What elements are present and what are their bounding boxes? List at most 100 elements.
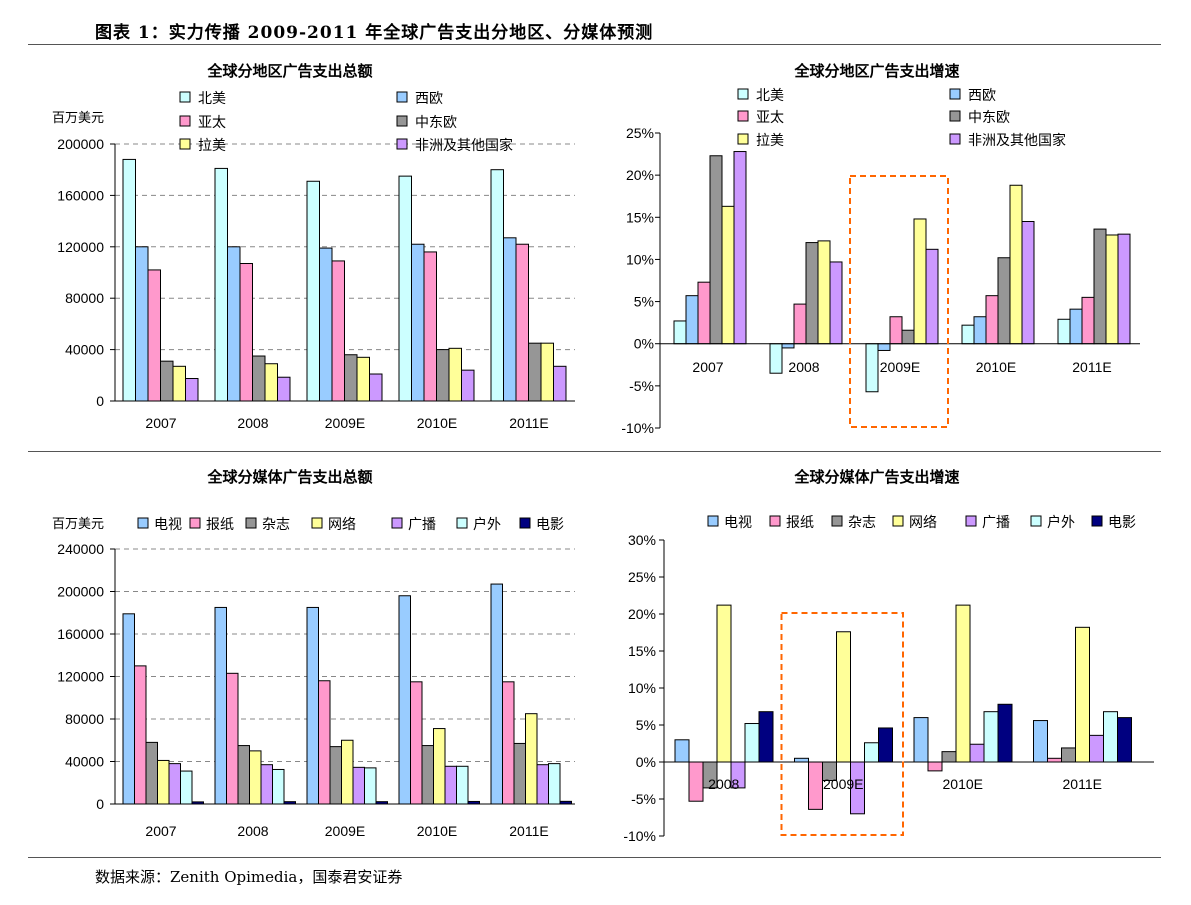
legend-label: 西欧 <box>415 91 443 107</box>
y-tick-label: 120000 <box>57 239 104 255</box>
legend-label: 广播 <box>982 515 1010 531</box>
bar-中东欧-2010E <box>997 257 1011 345</box>
bar-网络-2010E <box>955 604 971 763</box>
bar-亚太-2010E <box>423 251 437 402</box>
bar-北美-2010E <box>961 324 975 345</box>
legend-label: 户外 <box>1047 514 1075 531</box>
legend-swatch <box>179 91 191 103</box>
y-unit-label: 百万美元 <box>52 111 104 126</box>
y-tick-label: 30% <box>628 532 656 548</box>
bar-非洲及其他国家-2011E <box>1117 233 1131 345</box>
bar-网络-2009E <box>341 739 354 805</box>
x-category-label: 2010E <box>943 776 983 792</box>
bar-亚太-2009E <box>331 260 345 402</box>
y-tick-label: 120000 <box>57 669 104 685</box>
y-tick-label: 200000 <box>57 136 104 152</box>
bar-北美-2008 <box>769 343 783 374</box>
bar-北美-2009E <box>306 180 320 402</box>
bar-非洲及其他国家-2007 <box>185 378 199 402</box>
bar-北美-2011E <box>490 169 504 402</box>
bar-网络-2010E <box>433 728 446 805</box>
legend-label: 西欧 <box>968 88 996 104</box>
legend-label: 电影 <box>1108 515 1136 531</box>
legend-label: 北美 <box>198 91 226 107</box>
y-tick-label: 10% <box>626 251 654 267</box>
legend-label: 杂志 <box>262 517 290 533</box>
bar-报纸-2009E <box>318 680 331 805</box>
bar-电视-2007 <box>122 613 135 805</box>
bar-报纸-2010E <box>410 681 423 805</box>
bar-非洲及其他国家-2009E <box>925 248 939 345</box>
bar-网络-2011E <box>1075 626 1090 763</box>
bar-北美-2007 <box>122 158 136 402</box>
bar-电视-2008 <box>214 606 227 805</box>
legend-swatch <box>1030 515 1042 527</box>
y-tick-label: 25% <box>626 125 654 141</box>
highlight-box <box>849 175 949 428</box>
legend-label: 拉美 <box>756 133 784 149</box>
bar-非洲及其他国家-2010E <box>1021 221 1035 345</box>
legend-label: 北美 <box>756 88 784 104</box>
bar-非洲及其他国家-2010E <box>461 369 475 402</box>
middle-rule <box>28 451 1161 452</box>
bar-户外-2007 <box>180 770 193 805</box>
y-tick-label: 20% <box>628 606 656 622</box>
legend-swatch <box>396 91 408 103</box>
bar-亚太-2009E <box>889 316 903 345</box>
bar-中东欧-2008 <box>252 355 266 402</box>
top-rule <box>28 44 1161 45</box>
bar-广播-2007 <box>168 763 181 805</box>
x-category-label: 2010E <box>417 415 457 431</box>
bar-亚太-2007 <box>697 281 711 345</box>
legend-swatch <box>396 138 408 150</box>
bar-非洲及其他国家-2009E <box>369 373 383 402</box>
legend-swatch <box>965 515 977 527</box>
bar-杂志-2010E <box>941 751 957 763</box>
bar-广播-2008 <box>260 764 273 805</box>
bar-户外-2008 <box>744 723 760 763</box>
y-tick-label: 240000 <box>57 541 104 557</box>
bar-报纸-2011E <box>1047 757 1062 763</box>
legend-swatch <box>737 133 749 145</box>
bar-亚太-2007 <box>147 269 161 402</box>
bar-电影-2010E <box>997 703 1013 763</box>
bar-户外-2010E <box>456 765 469 805</box>
legend-swatch <box>179 138 191 150</box>
bar-杂志-2010E <box>421 745 434 805</box>
y-tick-label: 40000 <box>65 754 104 770</box>
x-category-label: 2009E <box>325 823 365 839</box>
bar-西欧-2008 <box>227 246 241 402</box>
bar-电影-2009E <box>878 727 893 763</box>
bar-北美-2009E <box>865 343 879 393</box>
bar-杂志-2007 <box>145 741 158 805</box>
bar-户外-2008 <box>272 768 285 805</box>
bar-网络-2007 <box>157 759 170 805</box>
bar-广播-2010E <box>444 765 457 805</box>
bar-电影-2008 <box>758 711 774 763</box>
y-tick-label: 80000 <box>65 711 104 727</box>
bar-报纸-2007 <box>134 665 147 805</box>
x-category-label: 2007 <box>145 415 176 431</box>
legend-swatch <box>737 88 749 100</box>
y-tick-label: 10% <box>628 680 656 696</box>
figure-title: 图表 1：实力传播 2009-2011 年全球广告支出分地区、分媒体预测 <box>95 23 654 43</box>
bar-中东欧-2010E <box>436 349 450 402</box>
bar-杂志-2009E <box>329 746 342 805</box>
bar-北美-2007 <box>673 320 687 345</box>
bar-电视-2009E <box>794 757 809 763</box>
bar-西欧-2011E <box>1069 308 1083 345</box>
legend-label: 亚太 <box>198 115 226 131</box>
bar-电影-2011E <box>1117 717 1132 763</box>
y-unit-label: 百万美元 <box>52 517 104 532</box>
x-category-label: 2007 <box>145 823 176 839</box>
legend-label: 中东欧 <box>415 115 457 131</box>
x-category-label: 2009E <box>325 415 365 431</box>
y-tick-label: 200000 <box>57 584 104 600</box>
bar-非洲及其他国家-2011E <box>553 365 567 402</box>
bar-电视-2008 <box>674 739 690 763</box>
bar-杂志-2011E <box>513 742 526 805</box>
x-category-label: 2011E <box>509 415 548 431</box>
bar-北美-2010E <box>398 175 412 402</box>
